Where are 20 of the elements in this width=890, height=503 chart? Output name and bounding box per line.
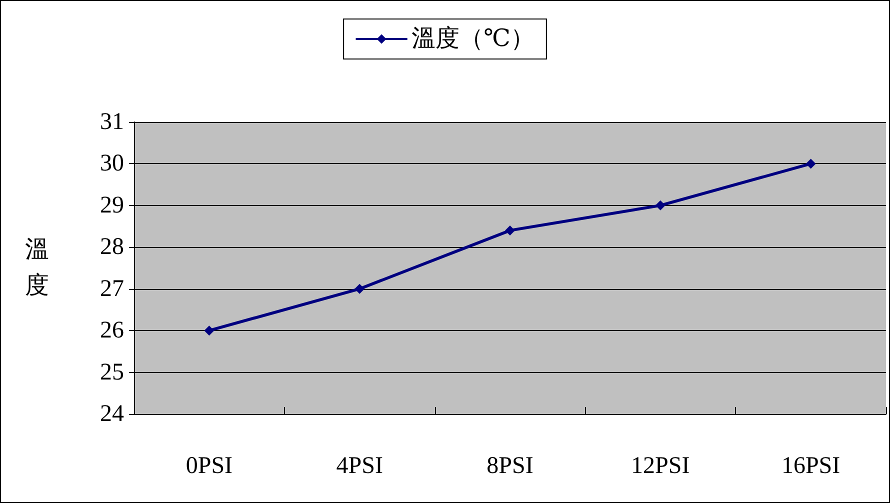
point [505,225,515,236]
y-tick-label: 24 [100,401,124,427]
y-tick-label: 31 [100,109,124,135]
point [655,200,666,210]
y-tick-label: 26 [100,318,124,344]
point [204,326,214,336]
y-tick-label: 28 [100,234,124,260]
y-tick-label: 29 [100,192,124,218]
x-tick-label: 4PSI [336,453,383,479]
point [806,158,816,169]
x-tick-label: 12PSI [631,453,690,479]
x-tick-label: 16PSI [781,453,840,479]
legend-label: 溫度（℃） [412,25,534,52]
x-tick-label: 0PSI [186,453,233,479]
y-tick-label: 27 [100,276,124,302]
y-axis-title: 溫度 [25,237,49,299]
y-tick-label: 30 [100,150,124,177]
x-tick-label: 8PSI [486,453,534,479]
point [354,284,365,294]
y-tick-label: 25 [100,359,124,386]
